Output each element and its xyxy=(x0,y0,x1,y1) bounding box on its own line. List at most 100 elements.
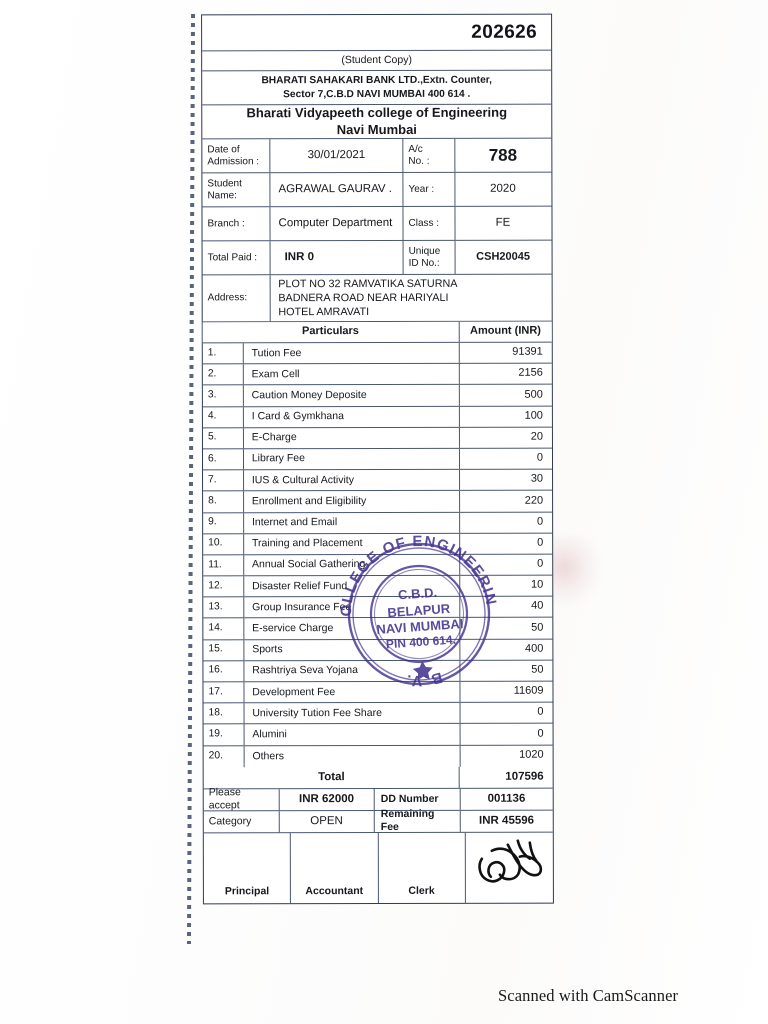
fee-item-row: 7. IUS & Cultural Activity 30 xyxy=(203,469,553,492)
category-remaining-row: Category OPEN Remaining Fee INR 45596 xyxy=(203,808,553,833)
branch-label: Branch : xyxy=(202,207,271,241)
total-label: Total xyxy=(203,766,461,789)
fee-item-row: 12. Disaster Relief Fund 10 xyxy=(203,575,553,598)
signature-cashier xyxy=(466,832,553,902)
fee-item-name: Library Fee xyxy=(243,448,460,470)
date-value: 30/01/2021 xyxy=(270,138,404,173)
fee-item-amount: 0 xyxy=(537,727,544,740)
fee-item-row: 19. Alumini 0 xyxy=(203,724,553,746)
handwritten-signature-icon xyxy=(478,839,542,883)
address-line-1: PLOT NO 32 RAMVATIKA SATURNA xyxy=(278,277,458,290)
remaining-fee-value: INR 45596 xyxy=(479,814,535,827)
bank-line-1: BHARATI SAHAKARI BANK LTD.,Extn. Counter… xyxy=(261,74,492,86)
bank-header-row: BHARATI SAHAKARI BANK LTD.,Extn. Counter… xyxy=(202,70,552,106)
remaining-fee-label: Remaining Fee xyxy=(374,808,461,833)
fee-item-number: 2. xyxy=(202,364,244,385)
fee-item-name: University Tution Fee Share xyxy=(244,703,461,724)
fee-item-name: Development Fee xyxy=(244,681,461,703)
fee-item-name: Disaster Relief Fund xyxy=(244,575,460,597)
fee-item-name: Caution Money Deposite xyxy=(243,385,460,406)
accept-value: INR 62000 xyxy=(279,788,375,810)
uid-label-line2: ID No.: xyxy=(408,257,440,269)
fee-item-row: 1. Tution Fee 91391 xyxy=(202,342,552,365)
college-line-1: Bharati Vidyapeeth college of Engineerin… xyxy=(246,104,508,121)
fee-item-name: E-Charge xyxy=(243,427,460,449)
fee-item-amount: 2156 xyxy=(518,367,543,380)
fee-item-amount: 20 xyxy=(530,430,543,443)
student-copy-label: (Student Copy) xyxy=(341,53,412,67)
fee-item-number: 14. xyxy=(203,618,245,639)
student-label-line2: Name: xyxy=(207,189,237,201)
fee-item-number: 13. xyxy=(203,597,245,618)
fee-item-number: 1. xyxy=(202,343,244,364)
fee-item-row: 15. Sports 400 xyxy=(203,639,553,662)
date-label: Date of Admission : xyxy=(202,139,271,173)
student-name-label: Student Name: xyxy=(202,173,271,207)
fee-item-row: 9. Internet and Email 0 xyxy=(203,512,553,535)
fee-item-amount: 50 xyxy=(531,663,544,676)
receipt-table: 202626 (Student Copy) BHARATI SAHAKARI B… xyxy=(201,13,554,905)
fee-item-name: Rashtriya Seva Yojana xyxy=(244,660,460,682)
fee-item-amount: 50 xyxy=(531,621,544,634)
receipt-number-row: 202626 xyxy=(202,14,552,52)
bank-line-2: Sector 7,C.B.D NAVI MUMBAI 400 614 . xyxy=(283,88,471,100)
student-name-value: AGRAWAL GAURAV . xyxy=(270,172,404,207)
address-row: Address: PLOT NO 32 RAMVATIKA SATURNA BA… xyxy=(202,274,552,323)
fee-item-amount: 40 xyxy=(531,600,544,613)
fee-item-number: 15. xyxy=(203,639,245,661)
branch-value: Computer Department xyxy=(270,206,404,241)
branch-class-row: Branch : Computer Department Class : FE xyxy=(202,206,552,242)
fee-item-number: 8. xyxy=(203,491,244,512)
fee-item-row: 20. Others 1020 xyxy=(203,745,553,768)
fee-item-name: Annual Social Gathering xyxy=(244,554,460,576)
signature-row: Principal Accountant Clerk xyxy=(203,832,553,904)
camscanner-watermark: Scanned with CamScanner xyxy=(498,986,679,1005)
column-header-amount: Amount (INR) xyxy=(470,324,541,337)
fee-item-amount: 500 xyxy=(524,388,543,401)
fee-item-amount: 0 xyxy=(537,706,544,719)
category-value: OPEN xyxy=(279,810,375,832)
year-label: Year : xyxy=(403,172,456,206)
dd-number-label: DD Number xyxy=(374,788,461,810)
fee-item-row: 5. E-Charge 20 xyxy=(202,427,552,450)
fee-item-row: 13. Group Insurance Fee 40 xyxy=(203,596,553,619)
fee-item-amount: 11609 xyxy=(513,684,544,697)
column-header-particulars: Particulars xyxy=(202,321,460,343)
college-line-2: Navi Mumbai xyxy=(336,121,417,137)
total-paid-label: Total Paid : xyxy=(202,241,271,275)
fee-item-number: 20. xyxy=(203,745,245,768)
particulars-header-row: Particulars Amount (INR) xyxy=(202,321,552,344)
fee-item-number: 12. xyxy=(203,576,245,597)
bank-header: BHARATI SAHAKARI BANK LTD.,Extn. Counter… xyxy=(202,71,551,105)
fee-item-row: 10. Training and Placement 0 xyxy=(203,533,553,556)
acno-value: 788 xyxy=(488,145,518,165)
fee-item-row: 17. Development Fee 11609 xyxy=(203,681,553,704)
fee-item-name: I Card & Gymkhana xyxy=(243,406,460,428)
fee-item-row: 4. I Card & Gymkhana 100 xyxy=(202,406,552,429)
fee-item-amount: 0 xyxy=(536,451,544,464)
fee-item-number: 5. xyxy=(202,428,244,449)
date-label-line1: Date of xyxy=(207,143,240,155)
fee-item-amount: 100 xyxy=(524,409,543,422)
fee-item-amount: 91391 xyxy=(512,345,543,358)
perforation-strip xyxy=(186,13,196,945)
fee-item-number: 16. xyxy=(203,661,245,682)
fee-item-name: Sports xyxy=(244,639,460,661)
fee-item-name: Internet and Email xyxy=(243,512,460,533)
fee-item-number: 4. xyxy=(202,406,244,428)
fee-item-row: 3. Caution Money Deposite 500 xyxy=(202,385,552,407)
fee-item-row: 18. University Tution Fee Share 0 xyxy=(203,702,553,725)
fee-item-number: 3. xyxy=(202,385,244,406)
fee-item-amount: 1020 xyxy=(519,748,544,761)
fee-item-row: 11. Annual Social Gathering 0 xyxy=(203,554,553,577)
address-line-3: HOTEL AMRAVATI xyxy=(278,306,370,319)
student-copy-row: (Student Copy) xyxy=(202,50,552,72)
fee-item-amount: 30 xyxy=(530,472,544,486)
fee-item-name: Others xyxy=(244,745,461,768)
fee-item-amount: 0 xyxy=(537,536,544,549)
fee-item-name: Enrollment and Eligibility xyxy=(243,491,460,512)
student-label-line1: Student xyxy=(207,177,242,189)
signature-clerk: Clerk xyxy=(378,832,466,903)
fee-item-number: 6. xyxy=(202,449,244,470)
